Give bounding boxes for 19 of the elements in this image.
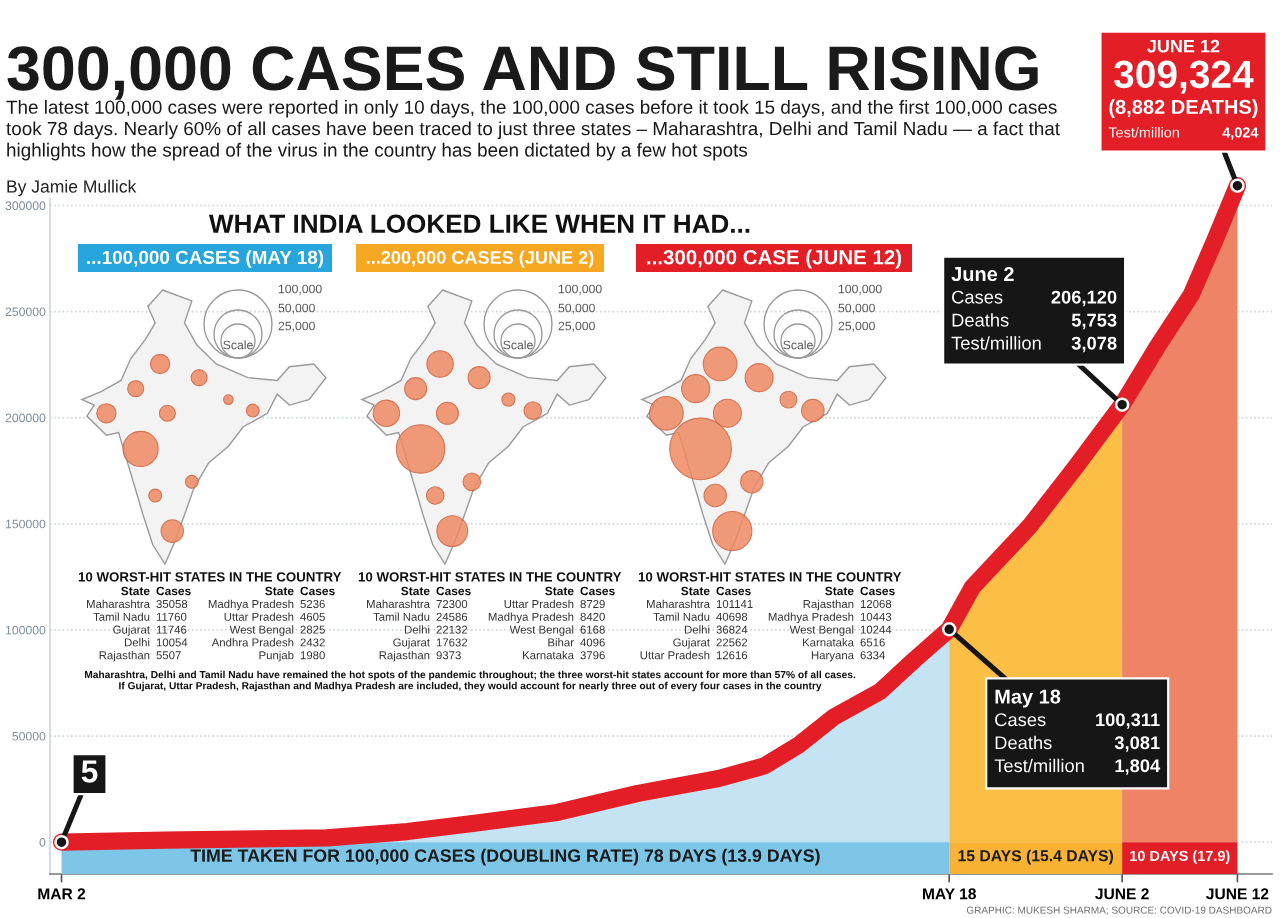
annotation: Test/million (994, 758, 1084, 773)
text: WHAT INDIA LOOKED LIKE WHEN IT HAD... (208, 214, 750, 233)
annotation: 3,081 (1114, 736, 1160, 752)
annotation: By Jamie Mullick (7, 179, 137, 197)
annotation: May 18 (995, 689, 1061, 708)
annotation: 5 (81, 760, 98, 783)
text: 309,324 (1114, 60, 1254, 94)
chart-title: 300,000 CASES AND STILL RISING (7, 46, 1038, 100)
annotation: Cases (995, 713, 1046, 727)
band-label: TIME TAKEN FOR 100,000 CASES (DOUBLING RATE) 78 DAYS (13.9 DAYS) (190, 848, 820, 866)
text: ...100,000 CASES (MAY 18) (87, 250, 324, 268)
text: ...200,000 CASES (JUNE 2) (366, 250, 594, 268)
text: (8,882 DEATHS) (1109, 99, 1258, 119)
text: ...300,000 CASE (JUNE 12) (647, 249, 902, 269)
annotation: 100,311 (1096, 713, 1160, 729)
annotation: Deaths (995, 735, 1052, 750)
annotation: JUNE 12 (1147, 39, 1220, 53)
annotation: 1,804 (1115, 759, 1161, 775)
chart-subtitle: The latest 100,000 cases were reported in only 10 days, the 100,000 cases before it took 15 days, and the first 100,000 cases took 78 days. Nearly 60% of all cases have been traced to just three states – Maharashtra, Delhi and Tamil Nadu — a fact that highlights how the spread of the virus in the country has been dictated by a few hot spots (6, 100, 1060, 161)
